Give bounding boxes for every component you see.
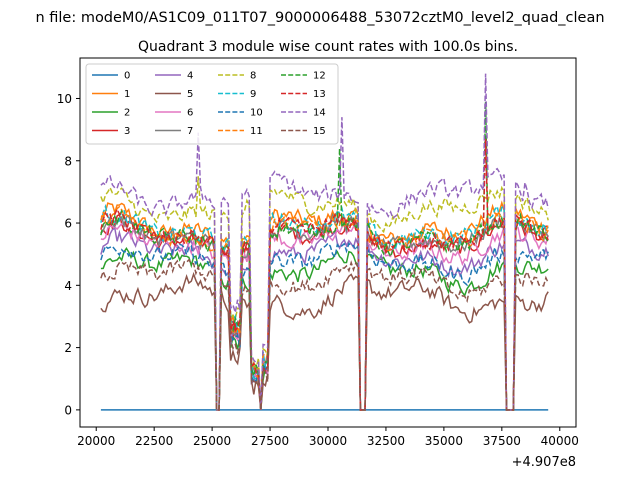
series-line-11 [100,205,549,411]
x-tick-label: 20000 [77,434,115,448]
series-line-10 [100,242,549,411]
series-line-13 [100,138,549,411]
legend-label-3: 3 [124,126,130,137]
x-tick-label: 27500 [251,434,289,448]
series-line-14 [100,73,549,411]
series-layer [100,73,549,411]
legend-label-10: 10 [250,108,263,119]
legend-label-12: 12 [313,71,326,82]
y-tick-label: 0 [64,403,72,417]
series-line-8 [100,176,549,411]
series-line-2 [100,247,549,411]
y-tick-label: 6 [64,217,72,231]
series-line-15 [100,258,549,411]
legend-label-2: 2 [124,108,130,119]
x-tick-label: 40000 [541,434,579,448]
y-tick-label: 2 [64,341,72,355]
legend-label-14: 14 [313,108,326,119]
legend-label-5: 5 [187,89,193,100]
figure-suptitle: n file: modeM0/AS1C09_011T07_9000006488_… [35,10,604,26]
legend-box [85,63,339,145]
x-tick-label: 25000 [193,434,231,448]
x-tick-label: 22500 [135,434,173,448]
legend-label-8: 8 [250,71,256,82]
x-axis: 20000 22500 25000 27500 30000 32500 35000 37500… [77,427,579,448]
x-tick-label: 35000 [425,434,463,448]
y-tick-label: 10 [57,92,72,106]
legend-label-9: 9 [250,89,256,100]
legend-label-13: 13 [313,89,326,100]
x-tick-label: 32500 [367,434,405,448]
y-axis: 0 2 4 6 8 10 [57,92,80,417]
legend-label-0: 0 [124,71,130,82]
series-line-12 [100,101,549,411]
legend-label-4: 4 [187,71,193,82]
x-offset-label: +4.907e8 [512,455,576,470]
legend-label-6: 6 [187,108,193,119]
legend-label-7: 7 [187,126,193,137]
series-line-5 [100,271,549,411]
x-tick-label: 30000 [309,434,347,448]
x-tick-label: 37500 [483,434,521,448]
legend-label-15: 15 [313,126,326,137]
legend-label-11: 11 [250,126,263,137]
y-tick-label: 4 [64,279,72,293]
chart-title: Quadrant 3 module wise count rates with … [138,39,518,55]
legend-label-1: 1 [124,89,130,100]
y-tick-label: 8 [64,154,72,168]
